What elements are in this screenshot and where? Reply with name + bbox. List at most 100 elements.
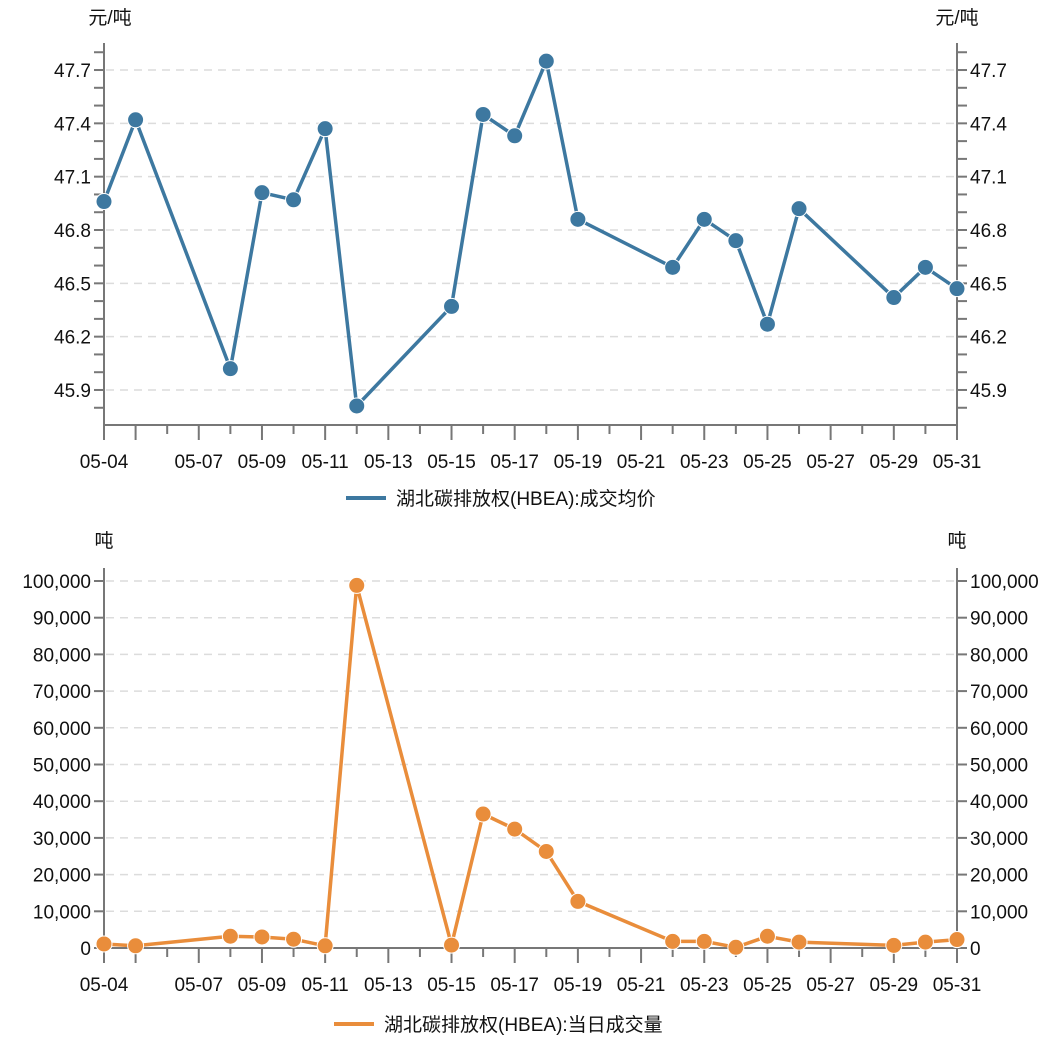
- price-data-point[interactable]: 05-04: 46.96: [95, 193, 113, 211]
- volume-y-tick-label-right: 80,000: [970, 645, 1028, 666]
- price-series: 05-04: 46.96 05-05: 47.42 05-08: 46.02 05-0…: [95, 52, 966, 415]
- price-x-tick-label: 05-23: [680, 452, 729, 473]
- volume-y-tick-label-right: 90,000: [970, 609, 1028, 630]
- price-data-point[interactable]: 05-19: 46.86: [569, 210, 587, 228]
- price-axes: 47.7 47.7 47.4 47.4 47.1 47.1 46.8 46.8 46.5 46.5…: [54, 43, 1007, 473]
- price-x-tick-label: 05-21: [617, 452, 666, 473]
- price-x-tick-label: 05-31: [933, 452, 982, 473]
- volume-data-point[interactable]: 05-31: 2300: [948, 931, 966, 949]
- price-legend-label: 湖北碳排放权(HBEA):成交均价: [396, 488, 656, 510]
- volume-data-point[interactable]: 05-29: 700: [885, 936, 903, 954]
- price-x-tick-label: 05-04: [80, 452, 129, 473]
- price-x-tick-label: 05-25: [743, 452, 792, 473]
- price-x-tick-label: 05-29: [870, 452, 919, 473]
- volume-chart: 吨 吨 100,000 100,000 90,000 90,000 80,000 80,0…: [22, 530, 1038, 1036]
- volume-x-tick-label: 05-07: [174, 975, 223, 996]
- price-data-point[interactable]: 05-16: 47.45: [474, 105, 492, 123]
- volume-data-point[interactable]: 05-18: 26300: [537, 842, 555, 860]
- price-data-point[interactable]: 05-17: 47.33: [506, 127, 524, 145]
- price-y-tick-label-left: 46.2: [54, 328, 91, 349]
- volume-data-point[interactable]: 05-05: 600: [127, 937, 145, 955]
- price-x-tick-label: 05-11: [302, 452, 349, 473]
- volume-y-unit-left: 吨: [94, 530, 113, 552]
- volume-y-tick-label-left: 80,000: [33, 645, 91, 666]
- price-data-point[interactable]: 05-09: 47.01: [253, 184, 271, 202]
- price-data-point[interactable]: 05-18: 47.75: [537, 52, 555, 70]
- volume-x-tick-label: 05-23: [680, 975, 729, 996]
- volume-data-point[interactable]: 05-15: 800: [443, 936, 461, 954]
- volume-x-tick-label: 05-29: [870, 975, 919, 996]
- price-data-point[interactable]: 05-29: 46.42: [885, 289, 903, 307]
- price-x-tick-label: 05-07: [174, 452, 223, 473]
- volume-x-tick-label: 05-15: [427, 975, 476, 996]
- volume-y-tick-label-right: 100,000: [970, 572, 1039, 593]
- volume-y-tick-label-left: 0: [80, 939, 91, 960]
- volume-legend[interactable]: 湖北碳排放权(HBEA):当日成交量: [334, 1014, 663, 1036]
- price-y-tick-label-right: 46.5: [970, 274, 1007, 295]
- price-data-point[interactable]: 05-10: 46.97: [285, 191, 303, 209]
- price-x-tick-label: 05-17: [490, 452, 539, 473]
- volume-x-tick-label: 05-25: [743, 975, 792, 996]
- price-legend[interactable]: 湖北碳排放权(HBEA):成交均价: [346, 488, 656, 510]
- price-y-tick-label-right: 46.8: [970, 221, 1007, 242]
- volume-x-tick-label: 05-31: [933, 975, 982, 996]
- price-y-tick-label-left: 45.9: [54, 381, 91, 402]
- volume-data-point[interactable]: 05-19: 12700: [569, 892, 587, 910]
- price-x-tick-label: 05-19: [554, 452, 603, 473]
- price-data-point[interactable]: 05-25: 46.27: [758, 315, 776, 333]
- price-y-tick-label-right: 47.4: [970, 114, 1007, 135]
- volume-data-point[interactable]: 05-04: 1100: [95, 935, 113, 953]
- price-data-point[interactable]: 05-24: 46.74: [727, 232, 745, 250]
- price-x-tick-label: 05-13: [364, 452, 413, 473]
- price-chart: 元/吨 元/吨 47.7 47.7 47.4 47.4 47.1 47.1 46.8 46.8…: [54, 7, 1007, 510]
- volume-y-tick-label-left: 60,000: [33, 719, 91, 740]
- price-data-point[interactable]: 05-08: 46.02: [221, 360, 239, 378]
- volume-data-point[interactable]: 05-08: 3200: [221, 927, 239, 945]
- price-y-tick-label-left: 47.7: [54, 61, 91, 82]
- price-data-point[interactable]: 05-23: 46.86: [695, 210, 713, 228]
- price-series-line: [102, 59, 958, 408]
- volume-data-point[interactable]: 05-26: 1600: [790, 933, 808, 951]
- volume-x-tick-label: 05-11: [302, 975, 349, 996]
- volume-data-point[interactable]: 05-22: 1800: [664, 932, 682, 950]
- price-gridlines: [106, 69, 955, 391]
- volume-x-tick-label: 05-04: [80, 975, 129, 996]
- volume-x-tick-label: 05-17: [490, 975, 539, 996]
- volume-x-tick-label: 05-09: [238, 975, 287, 996]
- volume-y-tick-label-right: 20,000: [970, 866, 1028, 887]
- volume-data-point[interactable]: 05-10: 2400: [285, 930, 303, 948]
- price-y-tick-label-right: 46.2: [970, 328, 1007, 349]
- price-y-tick-label-left: 46.8: [54, 221, 91, 242]
- volume-y-tick-label-right: 10,000: [970, 902, 1028, 923]
- price-data-point[interactable]: 05-11: 47.37: [316, 120, 334, 138]
- price-data-point[interactable]: 05-22: 46.59: [664, 258, 682, 276]
- volume-gridlines: [106, 580, 955, 913]
- volume-legend-label: 湖北碳排放权(HBEA):当日成交量: [384, 1014, 663, 1036]
- volume-series-line: [103, 583, 958, 950]
- price-data-point[interactable]: 05-31: 46.47: [948, 280, 966, 298]
- price-y-tick-label-right: 45.9: [970, 381, 1007, 402]
- volume-data-point[interactable]: 05-17: 32400: [506, 820, 524, 838]
- volume-data-point[interactable]: 05-16: 36500: [474, 805, 492, 823]
- price-data-point[interactable]: 05-26: 46.92: [790, 200, 808, 218]
- price-data-point[interactable]: 05-12: 45.81: [348, 397, 366, 415]
- volume-y-tick-label-left: 50,000: [33, 755, 91, 776]
- volume-data-point[interactable]: 05-11: 600: [316, 937, 334, 955]
- volume-x-tick-label: 05-13: [364, 975, 413, 996]
- volume-y-tick-label-right: 50,000: [970, 755, 1028, 776]
- volume-y-tick-label-right: 40,000: [970, 792, 1028, 813]
- volume-data-point[interactable]: 05-25: 3200: [758, 927, 776, 945]
- volume-data-point[interactable]: 05-09: 3000: [253, 928, 271, 946]
- volume-y-tick-label-left: 100,000: [22, 572, 91, 593]
- price-data-point[interactable]: 05-30: 46.59: [916, 258, 934, 276]
- price-data-point[interactable]: 05-05: 47.42: [127, 111, 145, 129]
- price-y-unit-left: 元/吨: [88, 7, 131, 29]
- price-data-point[interactable]: 05-15: 46.37: [443, 297, 461, 315]
- volume-data-point[interactable]: 05-24: 200: [727, 938, 745, 956]
- volume-data-point[interactable]: 05-30: 1600: [916, 933, 934, 951]
- volume-data-point[interactable]: 05-12: 98800: [348, 576, 366, 594]
- price-x-tick-label: 05-09: [238, 452, 287, 473]
- volume-x-tick-label: 05-19: [554, 975, 603, 996]
- volume-data-point[interactable]: 05-23: 1800: [695, 932, 713, 950]
